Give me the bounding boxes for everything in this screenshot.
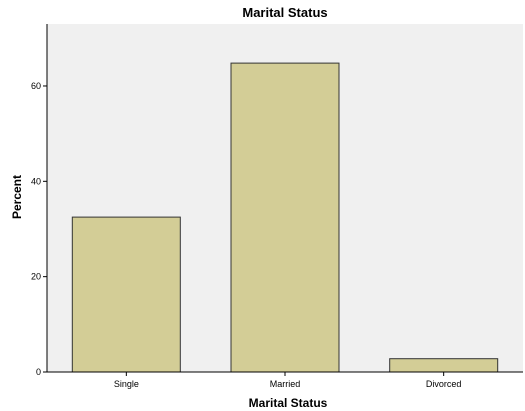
y-axis-label: Percent — [10, 175, 24, 219]
x-tick-label: Divorced — [426, 379, 462, 389]
y-tick-label: 60 — [31, 81, 41, 91]
bars-group — [71, 62, 499, 373]
y-tick-label: 20 — [31, 272, 41, 282]
y-tick-label: 0 — [36, 367, 41, 377]
x-ticks-group: Single Married Divorced — [114, 372, 462, 389]
x-tick-label: Married — [270, 379, 301, 389]
chart-title: Marital Status — [242, 5, 327, 20]
bar-divorced — [389, 358, 499, 373]
y-ticks-group: 0 20 40 60 — [31, 81, 47, 377]
bar-single — [71, 216, 181, 373]
x-axis-label: Marital Status — [249, 396, 328, 410]
y-tick-label: 40 — [31, 176, 41, 186]
x-tick-label: Single — [114, 379, 139, 389]
bar-married — [230, 62, 340, 373]
